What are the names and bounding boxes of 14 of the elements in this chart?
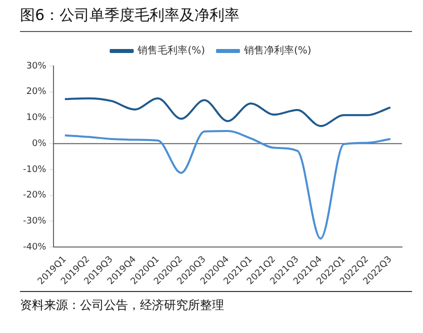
line-series [64, 130, 392, 240]
y-tick-label: -30% [22, 216, 47, 227]
y-tick-label: 20% [26, 87, 47, 98]
y-tick-label: -20% [22, 190, 47, 201]
text: 资料来源：公司公告，经济研究所整理 [20, 297, 224, 314]
y-tick-label: -40% [22, 242, 47, 252]
y-tick-label: 10% [26, 113, 47, 124]
line-series [64, 97, 392, 128]
y-tick-label: -10% [22, 164, 47, 175]
chart-title: 图6：公司单季度毛利率及净利率 [20, 6, 240, 25]
y-tick-label: 0% [32, 138, 47, 149]
y-tick-label: 30% [26, 61, 47, 72]
legend-label: 销售毛利率(%) [136, 44, 206, 57]
legend-label: 销售净利率(%) [243, 44, 312, 57]
